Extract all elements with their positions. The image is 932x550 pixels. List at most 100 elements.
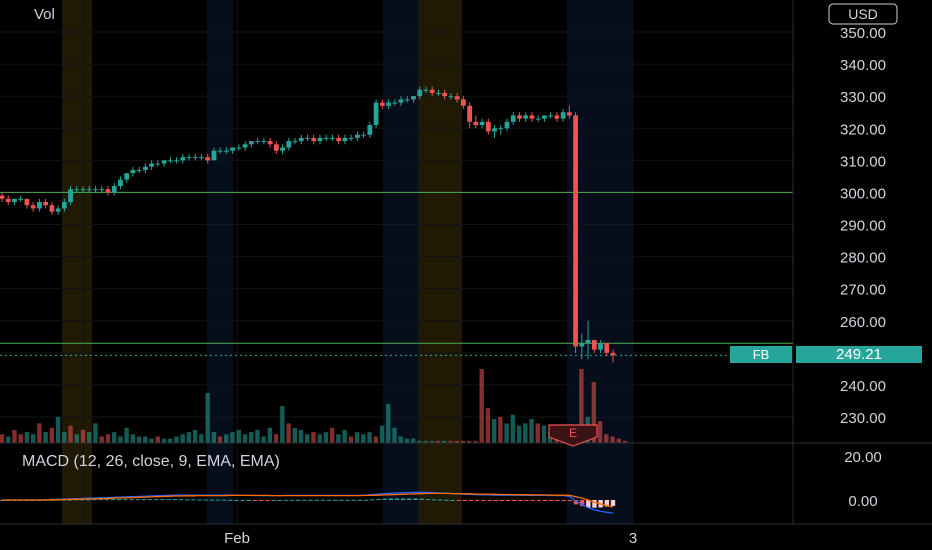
volume-bar (80, 429, 86, 443)
volume-bar (435, 440, 441, 443)
price-tick-label: 280.00 (840, 250, 886, 267)
candle-body (311, 137, 317, 142)
candle-body (80, 189, 86, 191)
candle-body (548, 115, 554, 117)
macd-histogram-bar (512, 500, 517, 501)
candle-body (192, 157, 198, 159)
macd-histogram-bar (86, 499, 91, 501)
candle-body (560, 112, 566, 119)
macd-label: MACD (12, 26, close, 9, EMA, EMA) (22, 453, 280, 470)
volume-bar (454, 440, 459, 443)
currency-chip[interactable]: USD (848, 6, 878, 22)
volume-bar (24, 432, 30, 443)
price-tick-label: 300.00 (840, 185, 886, 202)
candle-body (517, 115, 522, 119)
macd-histogram-bar (518, 500, 523, 501)
macd-histogram-bar (475, 500, 480, 501)
macd-histogram-bar (184, 499, 190, 501)
candle-body (0, 195, 5, 199)
volume-bar (217, 436, 223, 443)
macd-histogram-bar (110, 499, 116, 501)
candle-body (5, 198, 11, 203)
macd-histogram-bar (123, 499, 128, 501)
volume-bar (386, 403, 391, 443)
volume-bar (442, 440, 447, 443)
candle-body (118, 179, 123, 186)
macd-histogram-bar (80, 499, 85, 501)
time-tick-label: Feb (224, 530, 250, 547)
volume-bar (429, 440, 435, 443)
macd-histogram-bar (320, 499, 326, 501)
candle-body (317, 137, 323, 142)
candle-body (479, 121, 485, 126)
macd-histogram-bar (431, 499, 437, 501)
volume-bar (6, 436, 11, 443)
session-band (383, 0, 418, 524)
volume-bar (68, 425, 73, 443)
candle-body (566, 112, 572, 116)
volume-bar (49, 427, 55, 443)
candle-body (155, 163, 161, 165)
macd-histogram-bar (92, 499, 97, 501)
macd-histogram-bar (308, 499, 313, 501)
volume-bar (55, 416, 61, 443)
candle-body (442, 92, 448, 97)
macd-histogram-bar (191, 499, 196, 501)
volume-bar (74, 434, 79, 443)
volume-bar (510, 414, 516, 443)
candle-body (305, 137, 310, 139)
macd-histogram-bar (283, 499, 289, 501)
candle-body (591, 340, 597, 350)
macd-histogram-bar (215, 499, 221, 501)
volume-bar (423, 440, 428, 443)
candle-body (398, 99, 404, 103)
macd-histogram-bar (259, 500, 264, 501)
candle-body (454, 96, 460, 100)
price-tick-label: 350.00 (840, 25, 886, 42)
volume-bar (130, 434, 136, 443)
volume-bar (43, 432, 48, 443)
macd-histogram-bar (221, 499, 227, 501)
currency-chip-box[interactable] (828, 3, 898, 25)
candle-body (30, 205, 36, 209)
macd-histogram-bar (437, 499, 443, 501)
earnings-marker-label: E (569, 426, 577, 440)
macd-histogram-bar (240, 500, 245, 501)
session-bands (62, 0, 633, 524)
volume-bar (516, 425, 522, 443)
candle-body (49, 205, 55, 212)
candle-body (68, 189, 73, 203)
macd-histogram-bar (579, 500, 585, 507)
earnings-marker[interactable]: E (548, 424, 598, 447)
candle-body (224, 150, 229, 152)
candle-body (186, 157, 192, 159)
macd-histogram-bar (339, 499, 344, 501)
volume-bar (118, 436, 123, 443)
volume-bar (192, 429, 198, 443)
volume-bar (305, 434, 310, 443)
macd-histogram-bar (104, 499, 110, 501)
candle-body (12, 198, 17, 203)
volume-bar (348, 436, 354, 443)
candle-body (504, 121, 510, 129)
macd-histogram-bar (524, 500, 529, 501)
ticker-badge-box (730, 346, 792, 363)
volume-bar (604, 434, 609, 443)
candle-body (74, 189, 80, 191)
macd-histogram-bar (561, 500, 566, 501)
volume-bar (292, 427, 298, 443)
candle-body (448, 96, 454, 98)
macd-histogram-bar (345, 499, 350, 501)
macd-histogram-bar (265, 500, 270, 501)
volume-bar (329, 427, 335, 443)
candle-body (292, 141, 298, 143)
volume-bar (111, 432, 117, 443)
volume-label: Vol (34, 6, 55, 23)
last-price-label: 249.21 (836, 346, 882, 363)
candle-body (417, 89, 423, 97)
macd-histogram-bar (407, 498, 412, 500)
macd-histogram-bar (493, 500, 498, 501)
macd-histogram-bar (166, 499, 171, 501)
volume-bar (99, 436, 104, 443)
macd-histogram-bar (277, 500, 282, 501)
